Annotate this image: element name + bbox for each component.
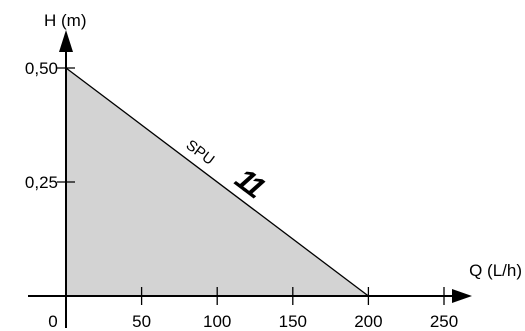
x-tick-label: 50 (132, 312, 151, 331)
ticks: 0 50 100 150 200 250 0,25 0,50 (25, 59, 458, 331)
x-tick-label: 0 (48, 312, 57, 331)
y-axis-arrowhead (59, 30, 73, 52)
x-tick-label: 100 (203, 312, 231, 331)
x-tick-label: 200 (354, 312, 382, 331)
x-axis-arrowhead (452, 289, 472, 303)
operating-area (65, 67, 369, 297)
series-curve-line (65, 67, 369, 297)
y-tick-label: 0,50 (25, 59, 58, 78)
x-axis-title: Q (L/h) (469, 261, 522, 280)
x-tick-label: 150 (279, 312, 307, 331)
y-axis-title: H (m) (44, 11, 86, 30)
x-tick-label: 250 (430, 312, 458, 331)
axes (28, 30, 472, 328)
y-tick-label: 0,25 (25, 173, 58, 192)
